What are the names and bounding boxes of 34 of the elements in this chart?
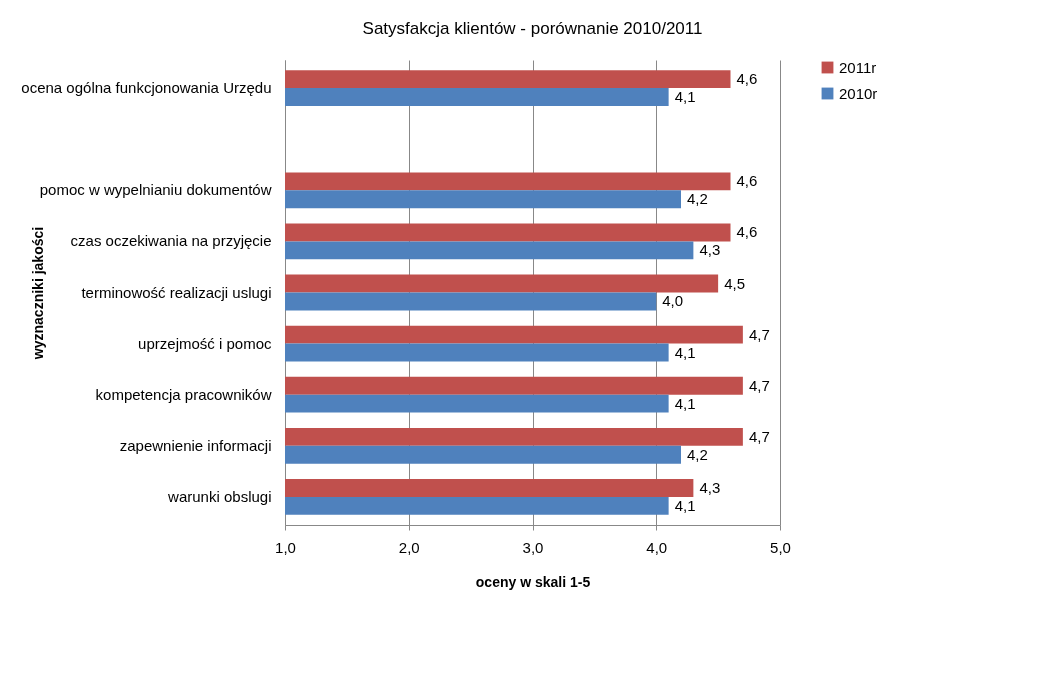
data-label: 4,2 (687, 190, 708, 208)
y-tick-label: warunki obslugi (167, 487, 272, 505)
legend-label: 2010r (839, 84, 878, 102)
chart-title: Satysfakcja klientów - porównanie 2010/2011 (362, 19, 703, 38)
y-tick-label: kompetencja pracowników (95, 385, 272, 403)
x-tick-label: 3,0 (522, 538, 544, 556)
data-label: 4,3 (699, 241, 721, 259)
data-label: 4,5 (724, 274, 745, 292)
data-label: 4,6 (736, 172, 758, 190)
data-label: 4,2 (687, 445, 708, 463)
y-axis-title: wyznaczniki jakości (29, 226, 46, 361)
data-label: 4,6 (736, 223, 758, 241)
x-tick-label: 4,0 (646, 538, 668, 556)
y-tick-label: uprzejmość i pomoc (138, 334, 272, 352)
data-label: 4,3 (699, 478, 721, 496)
y-tick-label: czas oczekiwania na przyjęcie (70, 232, 272, 250)
data-label: 4,6 (736, 70, 758, 88)
y-tick-label: pomoc w wypelnianiu dokumentów (39, 181, 272, 199)
data-label: 4,1 (674, 496, 696, 514)
x-axis-title: oceny w skali 1-5 (475, 573, 591, 590)
data-label: 4,1 (674, 88, 696, 106)
y-tick-label: terminowość realizacji uslugi (81, 283, 272, 301)
data-label: 4,1 (674, 394, 696, 412)
data-label: 4,1 (674, 343, 696, 361)
y-tick-label: ocena ogólna funkcjonowania Urzędu (21, 79, 272, 97)
x-tick-label: 5,0 (770, 538, 791, 556)
x-tick-label: 1,0 (275, 538, 296, 556)
data-label: 4,7 (748, 427, 770, 445)
y-tick-label: zapewnienie informacji (119, 436, 272, 454)
legend-label: 2011r (839, 58, 877, 76)
data-label: 4,0 (662, 292, 684, 310)
data-label: 4,7 (748, 325, 770, 343)
x-tick-label: 2,0 (398, 538, 420, 556)
data-label: 4,7 (748, 376, 770, 394)
